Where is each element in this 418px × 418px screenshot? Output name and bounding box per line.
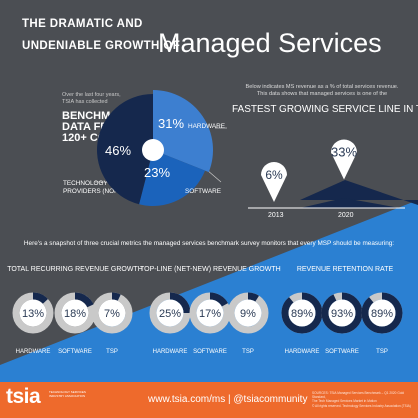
benchmark-intro-line-1: Over the last four years, (62, 92, 121, 98)
tsia-logo-tagline: TECHNOLOGY SERVICES INDUSTRY ASSOCIATION (49, 390, 86, 398)
title-line-2: UNDENIABLE GROWTH OF (22, 40, 181, 52)
pie-hole (142, 139, 164, 161)
ring-value: 89% (371, 308, 393, 320)
growth-chart: 6% 33% (248, 139, 405, 209)
ring-2-tsp: 9% (227, 292, 269, 334)
dark-navy-wedge (300, 180, 418, 205)
ring-center (288, 299, 316, 327)
ring-fill (12, 292, 54, 334)
ring-3-software: 93% (321, 292, 363, 334)
ring-segment-label: HARDWARE (152, 349, 188, 355)
footer-sources: SOURCES: TSIA Managed Services Benchmark… (312, 391, 416, 408)
ring-fill (189, 292, 231, 334)
ring-3-hardware: 89% (281, 292, 323, 334)
growth-markers: 6% 33% (261, 139, 400, 208)
footer-bar: tsia TECHNOLOGY SERVICES INDUSTRY ASSOCI… (0, 382, 418, 418)
ring-fill (361, 292, 403, 334)
ring-fill (281, 292, 323, 334)
ring-segment-label: SOFTWARE (193, 349, 227, 355)
benchmark-intro-line-2: TSIA has collected (62, 99, 108, 105)
growth-note: Below indicates MS revenue as a % of tot… (232, 84, 412, 98)
software-label: SOFTWARE (185, 188, 221, 195)
pie-slice-hardware (153, 90, 213, 173)
ring-fill (54, 292, 96, 334)
ring-value: 17% (199, 308, 221, 320)
ring-fill (149, 292, 191, 334)
ring-center (196, 299, 224, 327)
ring-value: 7% (104, 308, 120, 320)
ring-segment-label: TSP (376, 349, 388, 355)
ring-value: 93% (331, 308, 353, 320)
ring-fill (227, 292, 269, 334)
ring-center (98, 299, 126, 327)
pie-leader-software (206, 169, 222, 183)
ring-segment-label: HARDWARE (15, 349, 51, 355)
providers-label: TECHNOLOGY SERVICES PROVIDERS (NON-OEM) (63, 180, 142, 195)
footer-source-line-1: SOURCES: TSIA Managed Services Benchmark… (312, 391, 405, 400)
growth-note-line-2: This data shows that managed services is… (256, 91, 388, 97)
ring-1-tsp: 7% (91, 292, 133, 334)
year-2013: 2013 (268, 212, 284, 219)
ring-center (61, 299, 89, 327)
growth-heading: FASTEST GROWING SERVICE LINE IN TECH (232, 104, 418, 115)
metric-rings: 13% 18% 7% 25% 17% 9% 89% 93% 89% (12, 292, 403, 334)
ring-segment-label: TSP (242, 349, 254, 355)
benchmark-pie: 31% 23% 46% (95, 90, 227, 206)
tsia-logo: tsia (6, 385, 41, 408)
ring-center (234, 299, 262, 327)
benchmark-heading-line-2: DATA FROM (62, 121, 126, 133)
metric-title-retention: REVENUE RETENTION RATE (296, 266, 394, 273)
ring-1-software: 18% (54, 292, 96, 334)
metric-title-recurring: TOTAL RECURRING REVENUE GROWTH (7, 266, 143, 273)
ring-value: 25% (159, 308, 181, 320)
pie-slice-technology-services-providers (96, 94, 153, 205)
footer-source-line-3: © All rights reserved. Technology Servic… (312, 403, 411, 408)
ring-center (328, 299, 356, 327)
benchmark-intro: Over the last four years, TSIA has colle… (62, 92, 121, 106)
ring-segment-label: HARDWARE (284, 349, 320, 355)
growth-marker-2013: 6% (261, 162, 287, 202)
ring-value: 9% (240, 308, 256, 320)
marker-label-2013: 6% (265, 168, 283, 182)
pie-slice-software (139, 150, 206, 206)
ring-3-tsp: 89% (361, 292, 403, 334)
year-2020: 2020 (338, 212, 354, 219)
title-main: Managed Services (158, 28, 382, 58)
ring-2-software: 17% (189, 292, 231, 334)
benchmark-heading-line-1: BENCHMARK (62, 110, 135, 122)
marker-pin-2013 (261, 162, 287, 202)
ring-segment-label: SOFTWARE (325, 349, 359, 355)
snapshot-text: Here's a snapshot of three crucial metri… (23, 240, 395, 247)
ring-center (156, 299, 184, 327)
ring-segment-label: TSP (106, 349, 118, 355)
pie-label-software: 23% (144, 165, 170, 180)
ring-center (368, 299, 396, 327)
marker-label-2020: 33% (331, 145, 357, 160)
ring-2-hardware: 25% (149, 292, 191, 334)
growth-area (300, 198, 400, 208)
growth-note-line-1: Below indicates MS revenue as a % of tot… (245, 84, 399, 90)
ring-value: 18% (64, 308, 86, 320)
title-line-1: THE DRAMATIC AND (22, 18, 143, 30)
footer-source-line-2: The Tech Managed Services Market in Moti… (312, 399, 377, 404)
ring-value: 13% (22, 308, 44, 320)
growth-marker-2020: 33% (331, 139, 357, 180)
footer-url[interactable]: www.tsia.com/ms | @tsiacommunity (148, 394, 308, 405)
ring-center (19, 299, 47, 327)
metric-title-top-line: TOP-LINE (NET-NEW) REVENUE GROWTH (140, 266, 281, 273)
ring-fill (91, 292, 133, 334)
hardware-label: HARDWARE (188, 123, 226, 130)
ring-fill (321, 292, 363, 334)
ring-segment-label: SOFTWARE (58, 349, 92, 355)
pie-label-hardware: 31% (158, 116, 184, 131)
ring-1-hardware: 13% (12, 292, 54, 334)
providers-label-line-2: PROVIDERS (NON-OEM) (63, 187, 138, 195)
marker-pin-2020 (331, 139, 357, 180)
ring-value: 89% (291, 308, 313, 320)
pie-label-providers: 46% (105, 143, 131, 158)
providers-label-line-1: TECHNOLOGY SERVICES (63, 180, 142, 187)
pie-slices (96, 90, 213, 206)
